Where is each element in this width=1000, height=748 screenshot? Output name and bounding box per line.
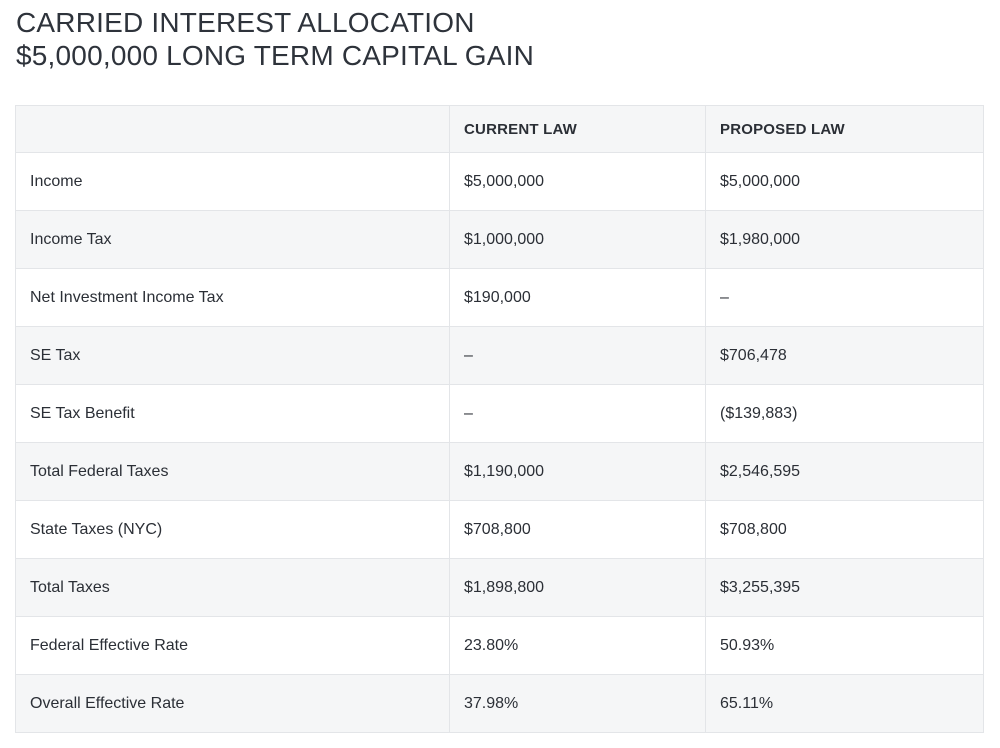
row-label: State Taxes (NYC)	[15, 500, 450, 559]
current-law-value: $5,000,000	[449, 152, 706, 211]
title-line-2: $5,000,000 LONG TERM CAPITAL GAIN	[16, 40, 535, 71]
current-law-value: $190,000	[449, 268, 706, 327]
proposed-law-value: $2,546,595	[705, 442, 984, 501]
header-cell-label	[15, 105, 450, 153]
table-row: Overall Effective Rate 37.98% 65.11%	[15, 674, 984, 733]
row-label: SE Tax	[15, 326, 450, 385]
proposed-law-value: 50.93%	[705, 616, 984, 675]
row-label: Total Taxes	[15, 558, 450, 617]
current-law-value: $1,898,800	[449, 558, 706, 617]
header-cell-proposed-law: PROPOSED LAW	[705, 105, 984, 153]
page-title: CARRIED INTEREST ALLOCATION $5,000,000 L…	[16, 6, 976, 72]
table-row: State Taxes (NYC) $708,800 $708,800	[15, 500, 984, 559]
current-law-value: 23.80%	[449, 616, 706, 675]
row-label: Federal Effective Rate	[15, 616, 450, 675]
current-law-value: $1,190,000	[449, 442, 706, 501]
table-row: Income $5,000,000 $5,000,000	[15, 152, 984, 211]
header-cell-current-law: CURRENT LAW	[449, 105, 706, 153]
table-row: Federal Effective Rate 23.80% 50.93%	[15, 616, 984, 675]
row-label: Income	[15, 152, 450, 211]
current-law-value: –	[449, 384, 706, 443]
proposed-law-value: $3,255,395	[705, 558, 984, 617]
proposed-law-value: ($139,883)	[705, 384, 984, 443]
table-row: Total Taxes $1,898,800 $3,255,395	[15, 558, 984, 617]
table-row: Net Investment Income Tax $190,000 –	[15, 268, 984, 327]
proposed-law-value: –	[705, 268, 984, 327]
row-label: Total Federal Taxes	[15, 442, 450, 501]
proposed-law-value: $5,000,000	[705, 152, 984, 211]
proposed-law-value: $706,478	[705, 326, 984, 385]
table-row: SE Tax Benefit – ($139,883)	[15, 384, 984, 443]
tax-comparison-table: CURRENT LAW PROPOSED LAW Income $5,000,0…	[15, 105, 984, 733]
current-law-value: $1,000,000	[449, 210, 706, 269]
table-header-row: CURRENT LAW PROPOSED LAW	[15, 105, 984, 153]
title-line-1: CARRIED INTEREST ALLOCATION	[16, 7, 475, 38]
table-row: SE Tax – $706,478	[15, 326, 984, 385]
table-row: Total Federal Taxes $1,190,000 $2,546,59…	[15, 442, 984, 501]
proposed-law-value: $1,980,000	[705, 210, 984, 269]
proposed-law-value: $708,800	[705, 500, 984, 559]
current-law-value: 37.98%	[449, 674, 706, 733]
current-law-value: $708,800	[449, 500, 706, 559]
proposed-law-value: 65.11%	[705, 674, 984, 733]
row-label: Net Investment Income Tax	[15, 268, 450, 327]
table-row: Income Tax $1,000,000 $1,980,000	[15, 210, 984, 269]
row-label: Income Tax	[15, 210, 450, 269]
row-label: Overall Effective Rate	[15, 674, 450, 733]
current-law-value: –	[449, 326, 706, 385]
row-label: SE Tax Benefit	[15, 384, 450, 443]
